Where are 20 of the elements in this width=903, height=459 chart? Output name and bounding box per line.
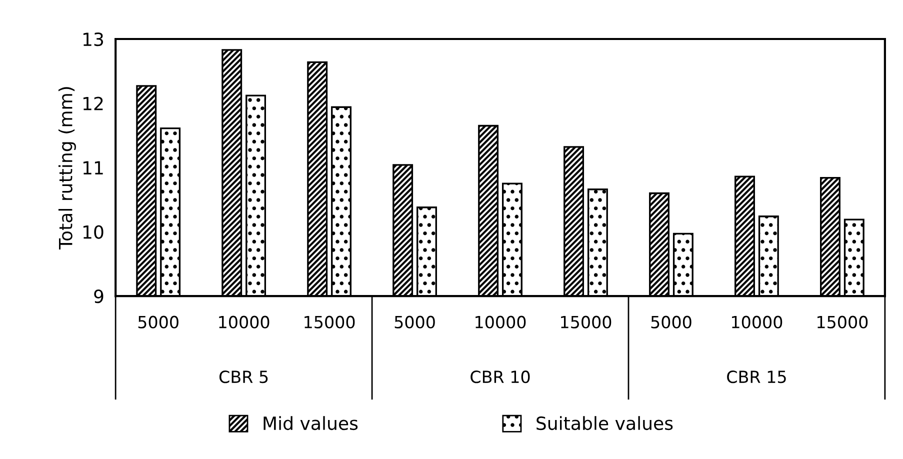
- text: CBR 10: [470, 370, 530, 384]
- text: CBR 5: [219, 370, 268, 384]
- x-tick-label: 15000: [561, 316, 612, 328]
- x-tick-label: 15000: [818, 316, 868, 328]
- x-tick-label: 10000: [476, 316, 526, 328]
- y-tick-label: 12: [83, 96, 103, 110]
- x-tick-label: 5000: [394, 316, 435, 328]
- x-tick-label: 15000: [304, 316, 355, 328]
- y-tick-label: 11: [83, 161, 103, 174]
- y-tick-label: 9: [94, 290, 104, 304]
- legend-label: Mid values: [264, 416, 358, 430]
- x-tick-label: 5000: [138, 316, 178, 328]
- y-axis-title: Total rutting (mm): [58, 87, 76, 250]
- x-tick-label: 10000: [732, 316, 782, 328]
- y-tick-label: 13: [83, 32, 104, 46]
- legend-label: Suitable values: [536, 416, 673, 430]
- y-tick-label: 10: [83, 225, 104, 239]
- x-tick-label: 10000: [219, 316, 270, 328]
- text: CBR 15: [727, 370, 786, 384]
- x-tick-label: 5000: [651, 316, 692, 328]
